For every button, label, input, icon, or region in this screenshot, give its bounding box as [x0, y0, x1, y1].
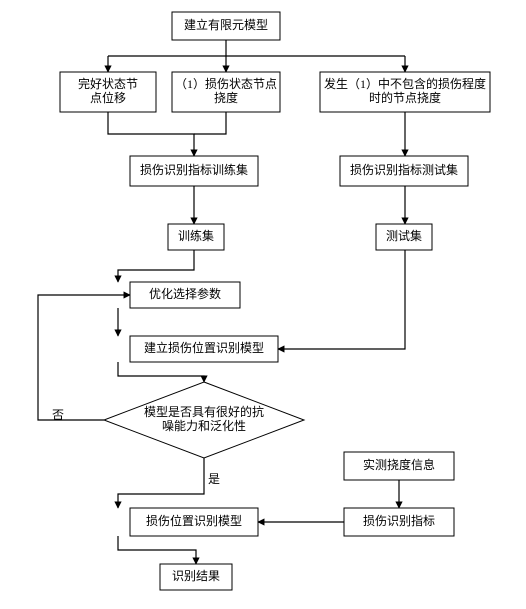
edge	[194, 112, 226, 134]
node-label: 测试集	[386, 228, 422, 243]
node-label: 建立有限元模型	[184, 17, 268, 32]
node-n14: 实测挠度信息	[344, 452, 454, 480]
node-label: 噪能力和泛化性	[162, 419, 246, 433]
node-label: 点位移	[90, 90, 126, 105]
node-n11: 模型是否具有很好的抗噪能力和泛化性	[104, 382, 304, 458]
flowchart-canvas: 建立有限元模型完好状态节点位移（1）损伤状态节点挠度发生（1）中不包含的损伤程度…	[0, 0, 526, 609]
edge	[118, 458, 204, 508]
node-n5: 损伤识别指标训练集	[130, 156, 258, 186]
node-label: 识别结果	[172, 569, 220, 583]
node-n7: 训练集	[168, 224, 224, 250]
node-n10: 建立损伤位置识别模型	[130, 336, 278, 362]
node-n8: 测试集	[376, 224, 432, 250]
edge-label-no: 否	[52, 408, 64, 422]
node-n15: 识别结果	[160, 564, 232, 590]
node-n9: 优化选择参数	[130, 282, 240, 308]
edge-label-yes: 是	[208, 472, 220, 486]
node-label: 损伤识别指标	[363, 513, 435, 528]
node-label: 优化选择参数	[149, 286, 221, 301]
node-n4: 发生（1）中不包含的损伤程度时的节点挠度	[320, 72, 490, 112]
node-label: 完好状态节	[78, 76, 138, 91]
node-n13: 损伤识别指标	[344, 508, 454, 536]
node-n3: （1）损伤状态节点挠度	[172, 72, 280, 112]
edge	[278, 250, 405, 349]
node-n2: 完好状态节点位移	[60, 72, 156, 112]
edge	[118, 362, 204, 382]
node-label: 实测挠度信息	[363, 457, 435, 472]
node-n6: 损伤识别指标测试集	[340, 156, 468, 186]
edge	[38, 295, 130, 420]
node-label: 挠度	[214, 90, 238, 105]
node-label: 损伤识别指标测试集	[350, 162, 458, 177]
node-n12: 损伤位置识别模型	[130, 508, 258, 536]
edge	[118, 250, 194, 282]
node-label: （1）损伤状态节点	[175, 77, 277, 91]
node-label: 时的节点挠度	[369, 90, 441, 105]
node-label: 训练集	[178, 228, 214, 243]
node-label: 损伤位置识别模型	[146, 513, 242, 528]
node-label: 发生（1）中不包含的损伤程度	[324, 76, 486, 91]
node-label: 损伤识别指标训练集	[140, 162, 248, 177]
edge	[108, 112, 194, 156]
node-n1: 建立有限元模型	[172, 12, 280, 40]
edge	[118, 536, 196, 564]
node-label: 模型是否具有很好的抗	[144, 404, 264, 419]
node-label: 建立损伤位置识别模型	[144, 340, 264, 355]
